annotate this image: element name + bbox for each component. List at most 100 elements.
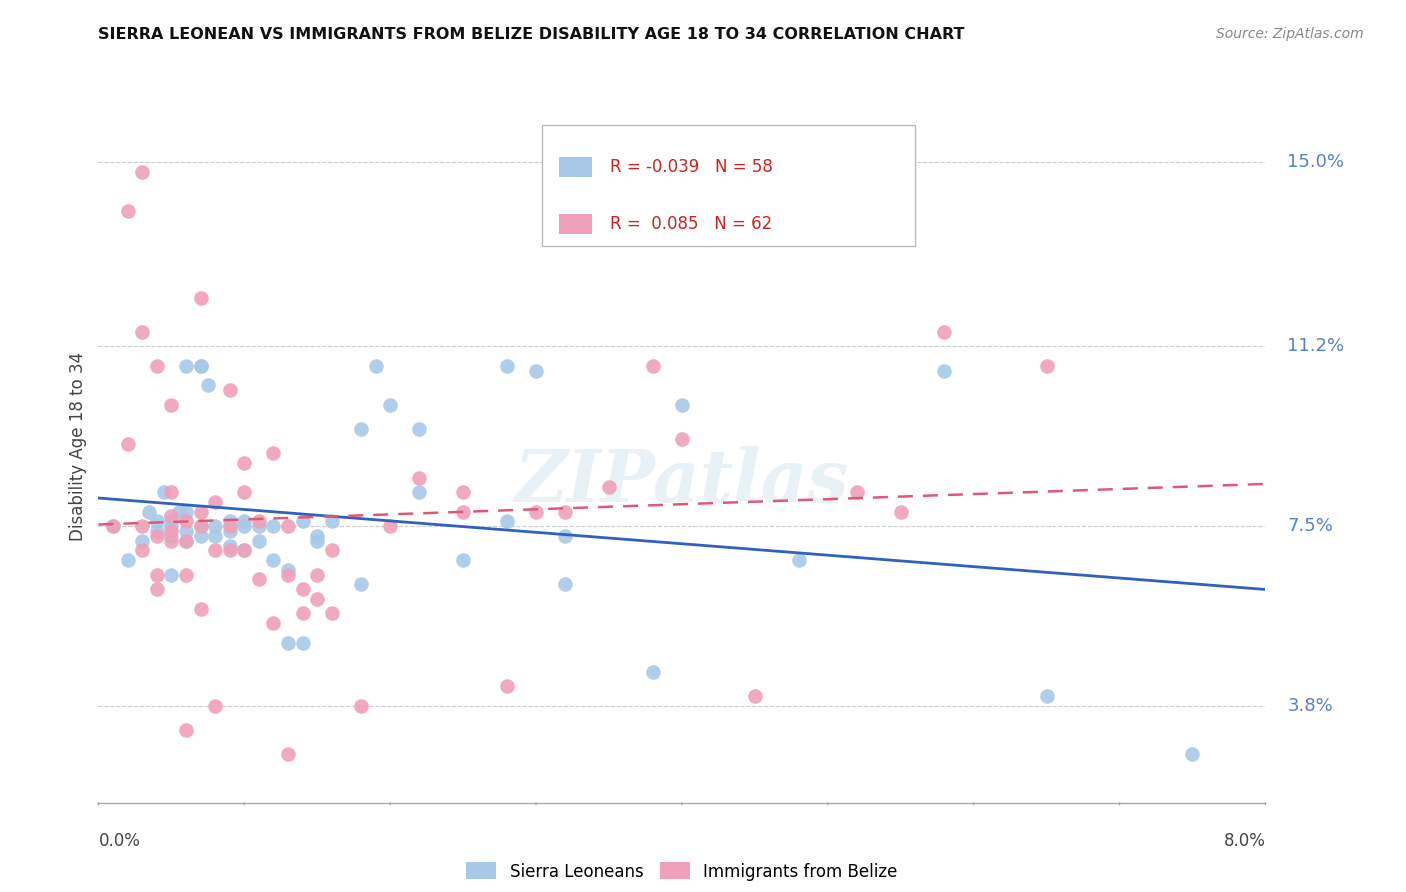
Text: 11.2%: 11.2% — [1288, 337, 1344, 356]
Point — [598, 480, 620, 494]
FancyBboxPatch shape — [541, 125, 915, 246]
Point — [167, 504, 190, 518]
Y-axis label: Disability Age 18 to 34: Disability Age 18 to 34 — [69, 351, 87, 541]
Point — [277, 519, 299, 533]
Text: 3.8%: 3.8% — [1288, 697, 1333, 714]
Point — [451, 553, 474, 567]
Point — [641, 359, 664, 373]
Point — [307, 591, 329, 606]
Text: R = -0.039   N = 58: R = -0.039 N = 58 — [610, 159, 772, 177]
Point — [204, 495, 226, 509]
Point — [146, 582, 169, 597]
Point — [204, 529, 226, 543]
Point — [146, 529, 169, 543]
Text: 15.0%: 15.0% — [1288, 153, 1344, 171]
Point — [190, 291, 212, 305]
Point — [321, 514, 343, 528]
Point — [350, 422, 373, 436]
Point — [204, 519, 226, 533]
Point — [153, 485, 176, 500]
Point — [277, 747, 299, 762]
Point — [160, 514, 183, 528]
Point — [174, 533, 197, 548]
Point — [1035, 689, 1057, 703]
Point — [408, 485, 430, 500]
Point — [291, 635, 314, 649]
Text: 8.0%: 8.0% — [1223, 832, 1265, 850]
FancyBboxPatch shape — [560, 157, 592, 178]
Point — [146, 524, 169, 538]
Point — [524, 504, 547, 518]
Point — [247, 519, 270, 533]
Point — [378, 398, 402, 412]
Point — [291, 582, 314, 597]
Point — [496, 359, 519, 373]
Point — [131, 543, 153, 558]
Point — [408, 422, 430, 436]
Point — [262, 553, 284, 567]
Point — [117, 553, 139, 567]
Point — [174, 514, 197, 528]
Point — [160, 533, 183, 548]
Point — [117, 436, 139, 450]
Point — [307, 533, 329, 548]
Point — [307, 567, 329, 582]
Point — [138, 504, 160, 518]
Point — [101, 519, 124, 533]
Point — [364, 359, 387, 373]
Point — [160, 485, 183, 500]
Point — [204, 543, 226, 558]
Point — [934, 364, 956, 378]
Point — [554, 577, 576, 591]
Point — [321, 543, 343, 558]
Point — [131, 519, 153, 533]
Point — [160, 519, 183, 533]
Point — [321, 607, 343, 621]
Point — [1035, 359, 1057, 373]
Point — [160, 509, 183, 524]
Point — [218, 543, 240, 558]
Point — [262, 446, 284, 460]
Point — [174, 533, 197, 548]
Point — [160, 524, 183, 538]
Point — [262, 519, 284, 533]
Text: ZIPatlas: ZIPatlas — [515, 446, 849, 517]
Point — [350, 698, 373, 713]
Point — [451, 485, 474, 500]
Point — [101, 519, 124, 533]
Point — [554, 529, 576, 543]
Point — [233, 519, 256, 533]
Point — [233, 514, 256, 528]
FancyBboxPatch shape — [560, 214, 592, 235]
Point — [160, 567, 183, 582]
Point — [218, 383, 240, 397]
Point — [146, 359, 169, 373]
Point — [190, 359, 212, 373]
Point — [291, 607, 314, 621]
Text: R =  0.085   N = 62: R = 0.085 N = 62 — [610, 215, 772, 234]
Text: 7.5%: 7.5% — [1288, 517, 1333, 535]
Point — [174, 723, 197, 737]
Point — [204, 698, 226, 713]
Point — [190, 601, 212, 615]
Point — [496, 514, 519, 528]
Point — [787, 553, 810, 567]
Point — [190, 519, 212, 533]
Point — [277, 635, 299, 649]
Point — [524, 364, 547, 378]
Point — [247, 573, 270, 587]
Point — [190, 529, 212, 543]
Point — [218, 514, 240, 528]
Point — [218, 519, 240, 533]
Point — [307, 529, 329, 543]
Text: Source: ZipAtlas.com: Source: ZipAtlas.com — [1216, 27, 1364, 41]
Point — [671, 398, 693, 412]
Point — [190, 504, 212, 518]
Point — [197, 378, 219, 392]
Point — [117, 203, 139, 218]
Point — [1181, 747, 1204, 762]
Point — [146, 514, 169, 528]
Point — [146, 567, 169, 582]
Point — [190, 519, 212, 533]
Point — [131, 533, 153, 548]
